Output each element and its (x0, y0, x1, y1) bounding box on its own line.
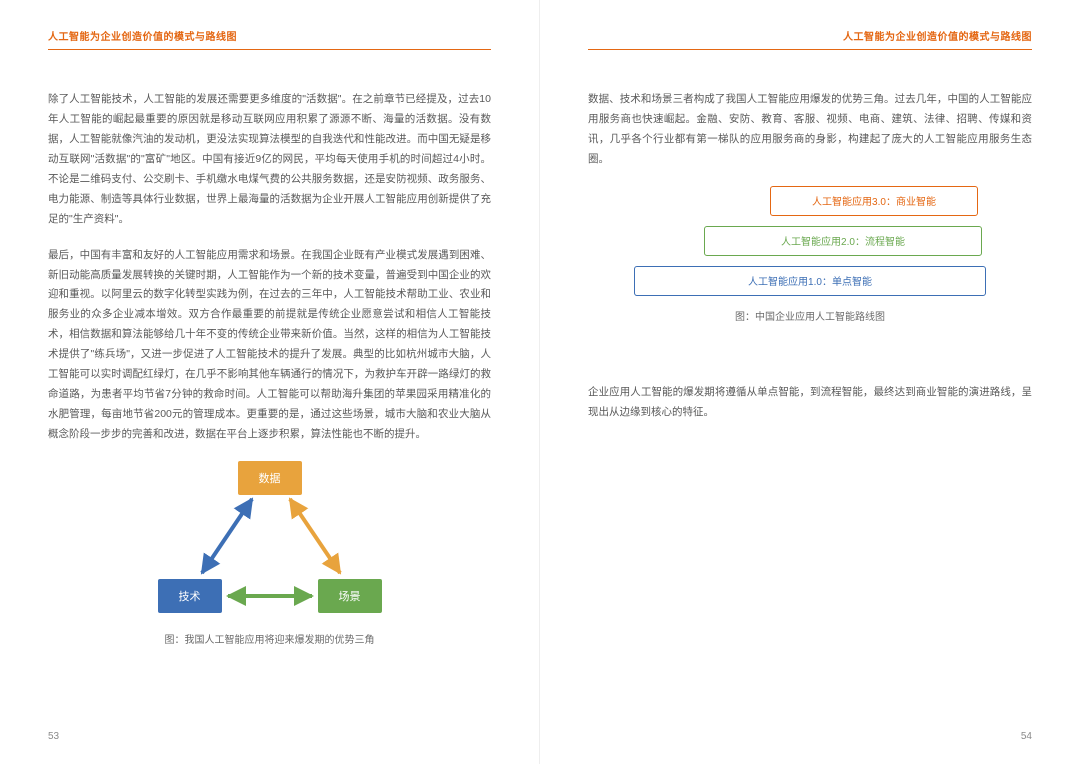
triangle-node-data: 数据 (238, 461, 302, 495)
roadmap-diagram: 人工智能应用3.0：商业智能 人工智能应用2.0：流程智能 人工智能应用1.0：… (630, 186, 990, 298)
arrow-top-right (290, 499, 340, 573)
right-paragraph-1: 数据、技术和场景三者构成了我国人工智能应用爆发的优势三角。过去几年，中国的人工智… (588, 90, 1032, 170)
right-paragraph-2: 企业应用人工智能的爆发期将遵循从单点智能，到流程智能，最终达到商业智能的演进路线… (588, 383, 1032, 423)
page-53: 人工智能为企业创造价值的模式与路线图 除了人工智能技术，人工智能的发展还需要更多… (0, 0, 540, 764)
roadmap-box-2: 人工智能应用2.0：流程智能 (704, 226, 982, 256)
roadmap-box-1: 人工智能应用1.0：单点智能 (634, 266, 986, 296)
page-number-right: 54 (1021, 731, 1032, 742)
left-paragraph-2: 最后，中国有丰富和友好的人工智能应用需求和场景。在我国企业既有产业模式发展遇到困… (48, 246, 491, 445)
triangle-node-tech: 技术 (158, 579, 222, 613)
page-number-left: 53 (48, 731, 59, 742)
arrow-top-left (202, 499, 252, 573)
running-head-right: 人工智能为企业创造价值的模式与路线图 (588, 28, 1032, 50)
running-head-left: 人工智能为企业创造价值的模式与路线图 (48, 28, 491, 50)
roadmap-box-3: 人工智能应用3.0：商业智能 (770, 186, 978, 216)
page-54: 人工智能为企业创造价值的模式与路线图 数据、技术和场景三者构成了我国人工智能应用… (540, 0, 1080, 764)
left-paragraph-1: 除了人工智能技术，人工智能的发展还需要更多维度的"活数据"。在之前章节已经提及，… (48, 90, 491, 230)
triangle-caption: 图：我国人工智能应用将迎来爆发期的优势三角 (48, 631, 491, 646)
triangle-node-scene: 场景 (318, 579, 382, 613)
page-spread: 人工智能为企业创造价值的模式与路线图 除了人工智能技术，人工智能的发展还需要更多… (0, 0, 1080, 764)
triangle-diagram: 数据 技术 场景 (140, 461, 400, 621)
roadmap-caption: 图：中国企业应用人工智能路线图 (588, 308, 1032, 323)
